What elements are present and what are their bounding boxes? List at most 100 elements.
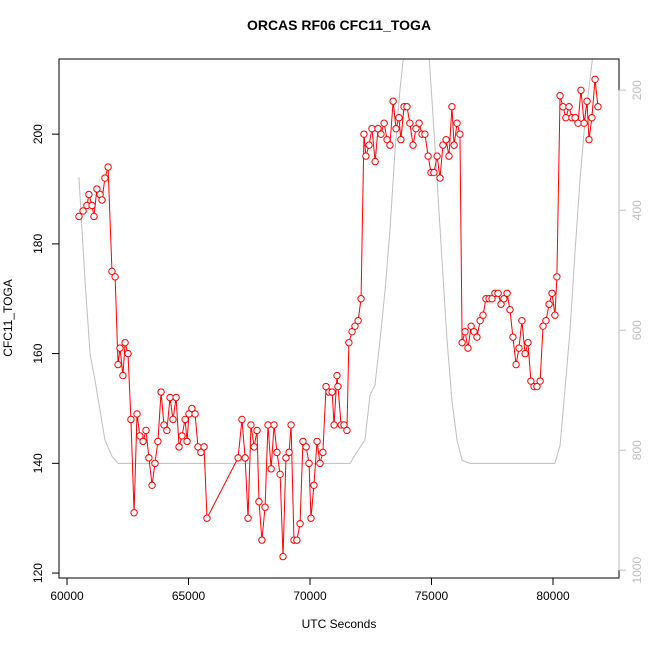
data-point — [322, 382, 330, 391]
data-point — [448, 103, 456, 111]
data-point — [515, 344, 523, 352]
data-point — [299, 437, 307, 446]
data-point — [392, 124, 400, 133]
data-point — [333, 371, 341, 380]
data-point — [559, 103, 567, 111]
data-point — [267, 465, 275, 473]
data-point — [583, 97, 591, 105]
data-point — [108, 267, 116, 276]
data-point — [412, 124, 420, 133]
data-point — [253, 426, 261, 435]
data-point — [330, 421, 338, 429]
data-point — [389, 97, 397, 105]
data-point — [282, 454, 290, 462]
data-point — [574, 119, 582, 127]
data-point — [313, 437, 321, 446]
data-point — [119, 371, 127, 380]
chart-title: ORCAS RF06 CFC11_TOGA — [247, 17, 431, 33]
data-point — [111, 273, 119, 281]
data-point — [316, 459, 324, 468]
data-point — [464, 344, 472, 352]
data-point — [247, 421, 255, 429]
data-point — [594, 103, 602, 111]
data-point — [319, 448, 327, 457]
data-point — [241, 454, 249, 462]
data-point — [509, 333, 517, 341]
data-point — [453, 119, 461, 127]
data-point — [562, 114, 570, 122]
data-point — [458, 338, 466, 347]
data-point — [181, 415, 189, 424]
data-point — [276, 470, 284, 479]
data-point — [442, 135, 450, 144]
data-point — [157, 388, 165, 396]
data-point — [536, 377, 544, 385]
data-point — [571, 114, 579, 122]
y2-tick-label: 1000 — [630, 557, 644, 584]
data-point — [524, 338, 532, 347]
data-point — [169, 415, 177, 424]
y-tick-label: 120 — [31, 563, 45, 583]
data-point — [521, 349, 529, 358]
data-point — [98, 196, 106, 204]
data-point — [470, 327, 478, 336]
data-point — [203, 514, 211, 522]
data-point — [148, 481, 156, 489]
data-point — [539, 322, 547, 330]
data-point — [494, 289, 502, 297]
data-point — [591, 75, 599, 83]
data-point — [368, 124, 376, 133]
data-point — [244, 514, 252, 522]
data-point — [488, 295, 496, 303]
data-point — [351, 322, 359, 330]
data-point — [188, 404, 196, 413]
data-point — [551, 311, 559, 319]
y-tick-label: 140 — [31, 453, 45, 473]
data-point — [124, 349, 132, 358]
data-point — [328, 388, 336, 396]
x-tick-label: 65000 — [172, 589, 206, 603]
data-point — [409, 141, 417, 149]
data-point — [121, 338, 129, 347]
data-point — [406, 119, 414, 127]
data-point — [302, 443, 310, 451]
data-point — [93, 185, 101, 193]
data-point — [270, 421, 278, 429]
data-point — [114, 360, 122, 369]
y-tick-label: 200 — [31, 124, 45, 144]
data-point — [500, 295, 508, 303]
data-point — [250, 443, 258, 451]
data-point — [85, 190, 93, 199]
data-point — [512, 360, 520, 369]
data-point — [293, 536, 301, 544]
data-point — [163, 426, 171, 435]
y2-tick-label: 600 — [630, 320, 644, 340]
data-point — [116, 344, 124, 352]
data-point — [479, 311, 487, 319]
data-point — [354, 316, 362, 325]
data-point — [545, 300, 553, 308]
data-point — [340, 421, 348, 429]
data-point — [133, 410, 141, 418]
data-point — [588, 114, 596, 122]
data-point — [430, 168, 438, 177]
data-point — [88, 201, 96, 210]
data-point — [307, 514, 315, 522]
data-point — [565, 103, 573, 111]
data-point — [439, 141, 447, 149]
data-point — [343, 426, 351, 435]
data-point — [476, 316, 484, 325]
data-point — [527, 377, 535, 385]
y2-tick-label: 200 — [630, 80, 644, 100]
data-point — [548, 289, 556, 297]
series-line — [78, 79, 599, 557]
data-point — [234, 454, 242, 462]
data-point — [200, 443, 208, 451]
data-point — [345, 338, 353, 347]
data-point — [151, 459, 159, 468]
data-point — [436, 174, 444, 182]
data-point — [166, 393, 174, 402]
data-point — [556, 92, 564, 100]
